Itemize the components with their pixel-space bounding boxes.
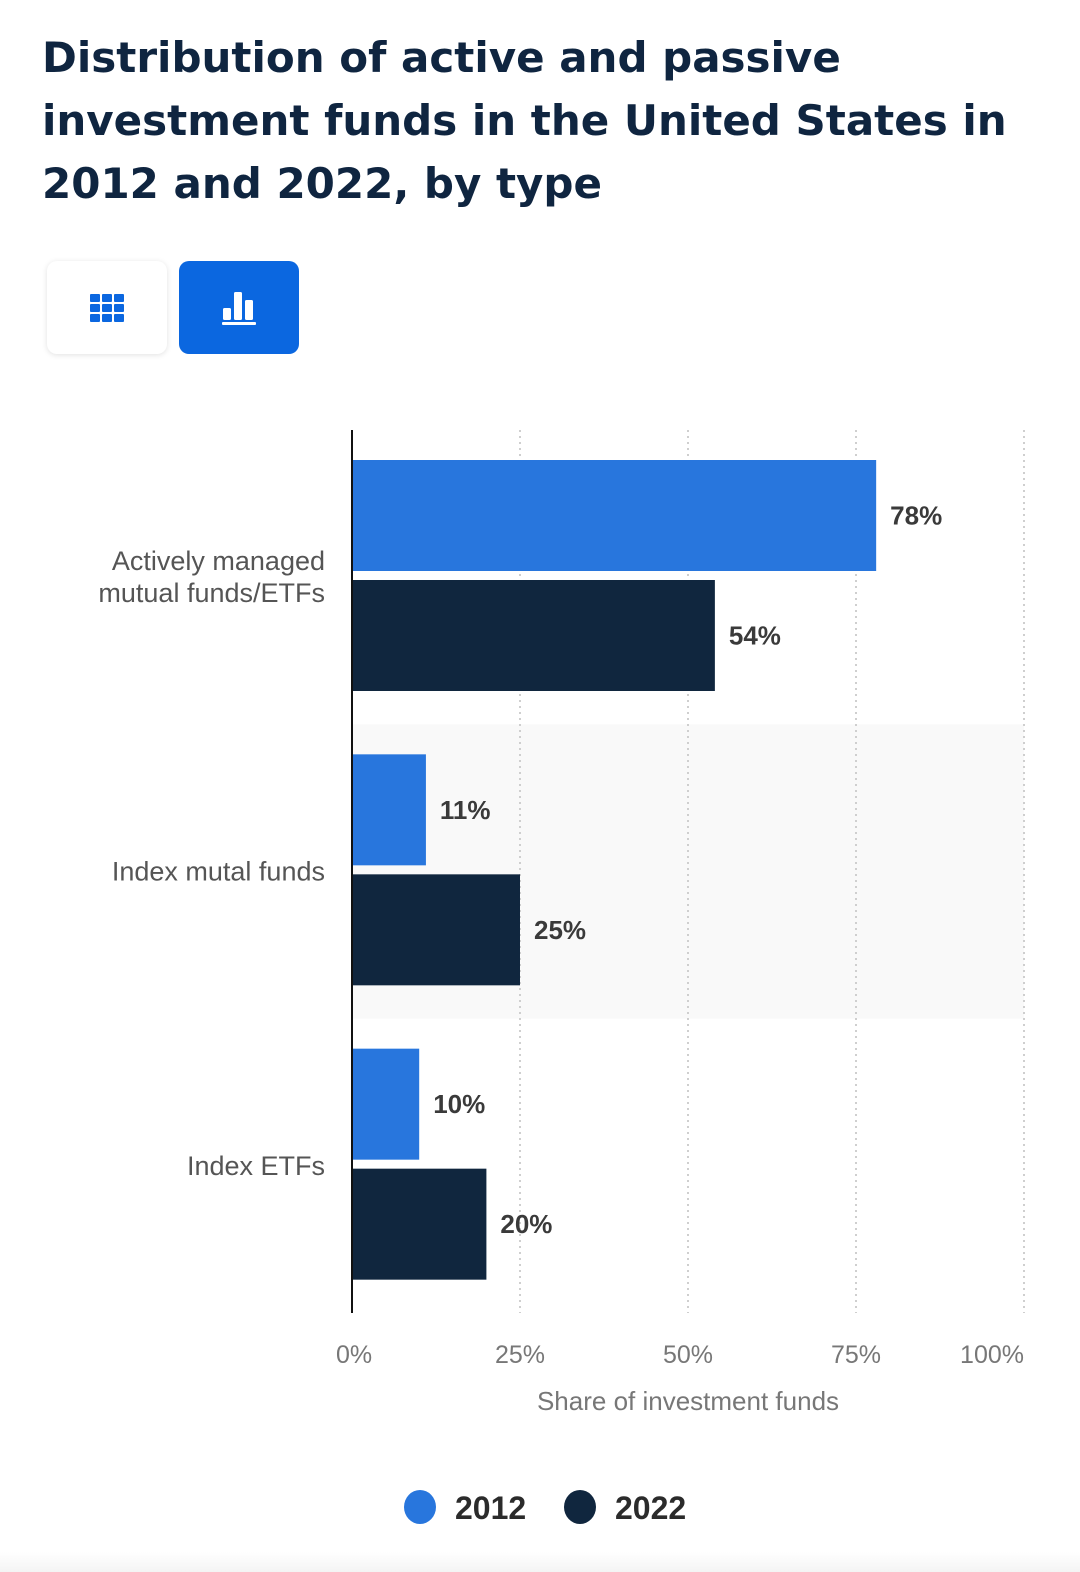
legend-marker-2022 bbox=[564, 1490, 596, 1524]
footer-fade bbox=[0, 1552, 1080, 1572]
data-label: 11% bbox=[440, 795, 491, 825]
bar-chart-icon bbox=[222, 291, 256, 325]
bar-2022 bbox=[352, 874, 520, 986]
chart-view-button[interactable] bbox=[179, 261, 299, 354]
data-label: 78% bbox=[890, 501, 942, 531]
data-label: 54% bbox=[729, 621, 781, 651]
category-label-line: mutual funds/ETFs bbox=[98, 578, 325, 608]
page-title: Distribution of active and passive inves… bbox=[42, 33, 1007, 208]
data-label: 10% bbox=[433, 1089, 485, 1119]
x-tick-label: 25% bbox=[495, 1341, 545, 1369]
category-label: Index ETFs bbox=[187, 1151, 325, 1181]
bar-2012 bbox=[352, 1048, 420, 1160]
data-label: 25% bbox=[534, 915, 586, 945]
data-label: 20% bbox=[500, 1209, 552, 1239]
category-label-line: Index ETFs bbox=[187, 1151, 325, 1181]
category-label-line: Actively managed bbox=[112, 546, 325, 576]
bar-2022 bbox=[352, 580, 715, 691]
legend-label: 2022 bbox=[615, 1490, 686, 1526]
bar-2022 bbox=[352, 1168, 487, 1280]
bar-2012 bbox=[352, 754, 426, 866]
x-tick-label: 50% bbox=[663, 1341, 713, 1369]
bar-2012 bbox=[352, 460, 877, 571]
legend-label: 2012 bbox=[455, 1490, 526, 1526]
category-label-line: Index mutal funds bbox=[112, 857, 325, 887]
x-tick-label: 100% bbox=[960, 1341, 1024, 1369]
bar-chart: 0% 25% 50% 75% 100% 78% 11% 10% 54% 25% 20% Activel… bbox=[98, 430, 1025, 1526]
category-label: Actively managed mutual funds/ETFs bbox=[98, 546, 325, 608]
legend-marker-2012 bbox=[404, 1490, 436, 1524]
category-label: Index mutal funds bbox=[112, 857, 325, 887]
x-tick-label: 75% bbox=[831, 1341, 881, 1369]
x-tick-label: 0% bbox=[336, 1341, 372, 1369]
x-axis-label: Share of investment funds bbox=[537, 1386, 839, 1416]
table-grid-icon bbox=[90, 293, 124, 322]
table-view-button[interactable] bbox=[47, 261, 167, 354]
